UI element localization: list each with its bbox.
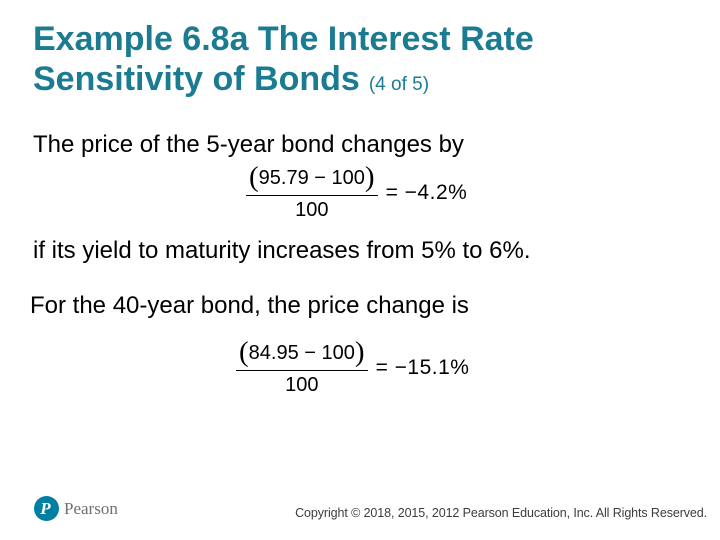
equation-40-year-bond: (84.95 − 100) 100 = −15.1% bbox=[236, 336, 470, 397]
pearson-logo: P Pearson bbox=[34, 496, 118, 521]
copyright-text: Copyright © 2018, 2015, 2012 Pearson Edu… bbox=[295, 506, 707, 520]
title-line2: Sensitivity of Bonds bbox=[33, 60, 360, 98]
close-paren: ) bbox=[354, 336, 365, 368]
pearson-logo-icon: P bbox=[34, 496, 59, 521]
paragraph-yield-change: if its yield to maturity increases from … bbox=[33, 237, 531, 264]
close-paren: ) bbox=[364, 161, 375, 193]
open-paren: ( bbox=[249, 161, 259, 193]
fraction-denominator: 100 bbox=[246, 195, 378, 222]
fraction-denominator: 100 bbox=[236, 370, 368, 397]
equation-5-year-bond: (95.79 − 100) 100 = −4.2% bbox=[246, 161, 468, 222]
equation-result: = −4.2% bbox=[385, 181, 468, 204]
fraction: (84.95 − 100) 100 bbox=[236, 336, 368, 397]
paragraph-price-change: The price of the 5-year bond changes by bbox=[33, 131, 464, 158]
paragraph-40-year-bond: For the 40-year bond, the price change i… bbox=[30, 292, 469, 319]
title-line1: Example 6.8a The Interest Rate bbox=[33, 20, 534, 58]
fraction-numerator: (95.79 − 100) bbox=[246, 161, 378, 195]
page-indicator: (4 of 5) bbox=[368, 74, 430, 95]
logo-letter: P bbox=[40, 499, 51, 518]
pearson-wordmark: Pearson bbox=[64, 498, 118, 518]
equation-result: = −15.1% bbox=[375, 356, 470, 379]
open-paren: ( bbox=[239, 336, 249, 368]
fraction: (95.79 − 100) 100 bbox=[246, 161, 378, 222]
numerator-text: 95.79 − 100 bbox=[258, 167, 365, 189]
fraction-numerator: (84.95 − 100) bbox=[236, 336, 368, 370]
slide-title: Example 6.8a The Interest Rate Sensitivit… bbox=[33, 19, 534, 105]
numerator-text: 84.95 − 100 bbox=[248, 342, 355, 364]
